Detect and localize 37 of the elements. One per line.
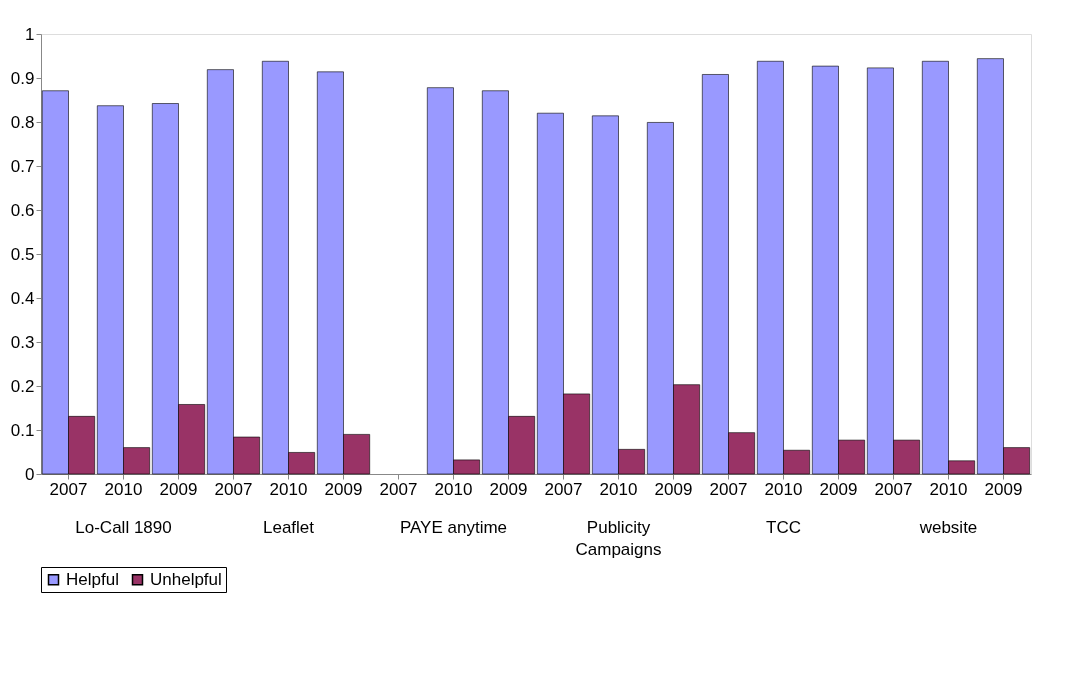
x-tick-label: 2010	[434, 479, 473, 499]
y-tick-label: 0	[25, 464, 35, 484]
x-tick-label: 2007	[214, 479, 253, 499]
y-tick-label: 0.5	[10, 244, 35, 264]
x-tick-label: 2010	[104, 479, 143, 499]
text: Publicity Campaigns	[575, 518, 662, 559]
x-tick-label: 2009	[159, 479, 198, 499]
y-tick-label: 0.4	[10, 288, 35, 308]
text: website	[918, 518, 978, 537]
x-tick-label: 2010	[764, 479, 803, 499]
x-tick-label: 2007	[544, 479, 583, 499]
y-tick-label: 0.6	[10, 200, 35, 220]
x-tick-label: 2009	[984, 479, 1023, 499]
y-tick-label: 0.3	[10, 332, 35, 352]
legend-label: Unhelpful	[150, 569, 222, 589]
y-tick-label: 0.1	[10, 420, 35, 440]
x-tick-label: 2009	[489, 479, 528, 499]
x-tick-label: 2009	[819, 479, 858, 499]
x-tick-label: 2010	[269, 479, 308, 499]
x-tick-label: 2007	[709, 479, 748, 499]
y-tick-label: 0.2	[10, 376, 35, 396]
x-tick-label: 2009	[654, 479, 693, 499]
text: PAYE anytime	[399, 518, 508, 537]
legend-label: Helpful	[66, 569, 119, 589]
x-tick-label: 2010	[929, 479, 968, 499]
x-tick-label: 2009	[324, 479, 363, 499]
y-tick-label: 1	[25, 24, 35, 44]
x-tick-label: 2010	[599, 479, 638, 499]
text: TCC	[766, 518, 801, 537]
y-tick-label: 0.8	[10, 112, 35, 132]
text: Leaflet	[262, 518, 315, 537]
text: Lo-Call 1890	[75, 518, 172, 537]
y-tick-label: 0.9	[10, 68, 35, 88]
x-tick-label: 2007	[874, 479, 913, 499]
y-tick-label: 0.7	[10, 156, 35, 176]
x-tick-label: 2007	[49, 479, 88, 499]
x-tick-label: 2007	[379, 479, 418, 499]
